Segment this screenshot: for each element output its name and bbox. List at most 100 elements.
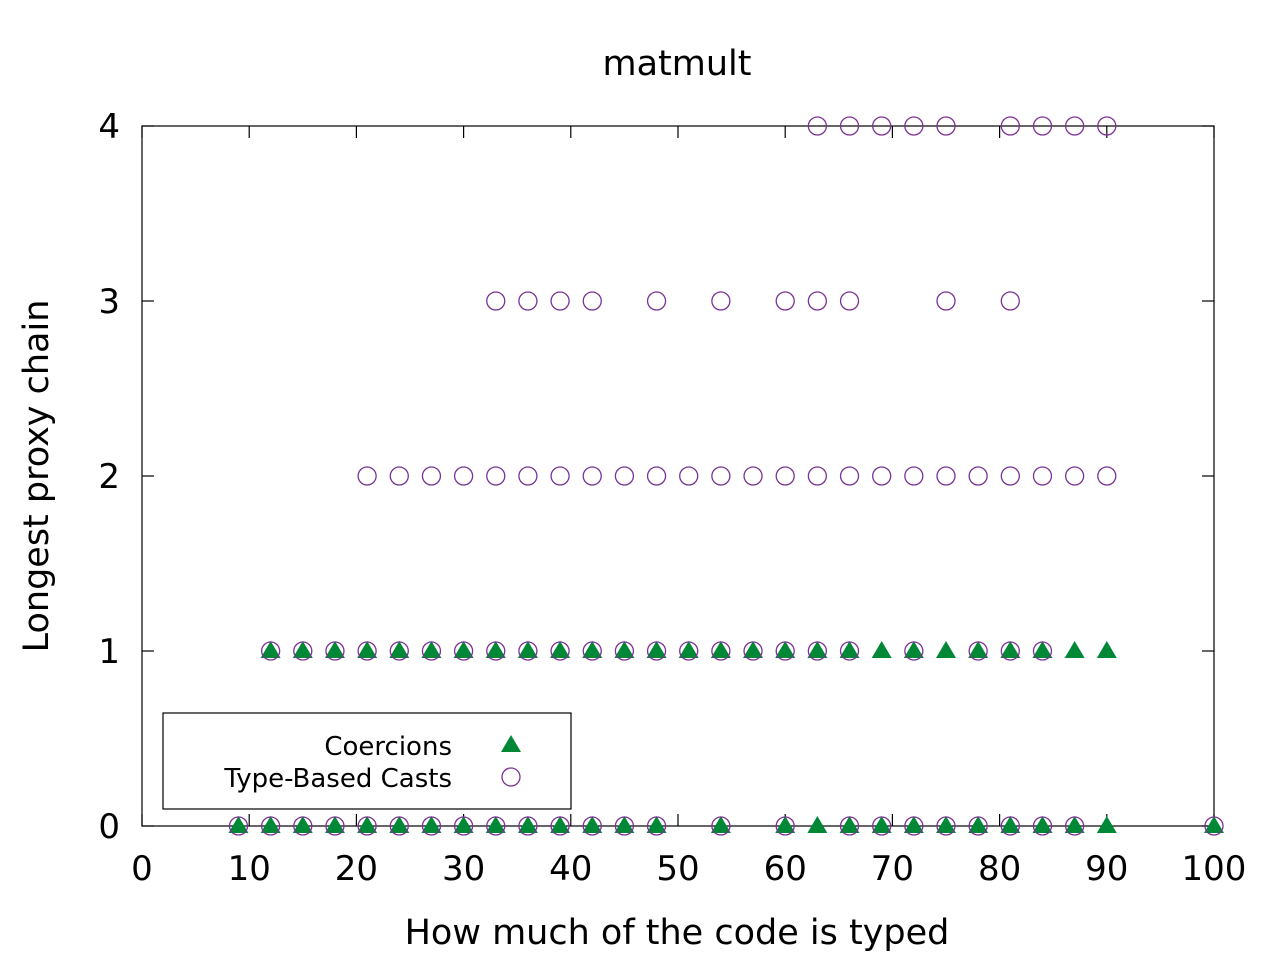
type-based-casts-point: [325, 641, 345, 661]
coercions-point: [903, 816, 924, 833]
type-based-casts-point: [486, 641, 506, 661]
type-based-casts-point: [421, 641, 442, 661]
type-based-casts-point: [904, 816, 924, 836]
x-tick-label: 60: [764, 849, 807, 889]
coercions-point: [936, 816, 956, 833]
legend-swatch-coercions: [501, 735, 521, 752]
type-based-casts-point: [453, 816, 474, 836]
y-axis-ticks: 0 1 2 3 4: [98, 107, 1214, 847]
type-based-casts-point: [743, 641, 763, 661]
y-tick-label: 3: [98, 282, 120, 322]
type-based-casts-point: [389, 641, 409, 661]
coercions-point: [903, 641, 924, 658]
coercions-point: [1064, 641, 1085, 658]
type-based-casts-point: [550, 816, 570, 836]
coercions-point: [1064, 816, 1085, 833]
coercions-point: [517, 816, 538, 833]
type-based-casts-point: [807, 466, 828, 486]
coercions-point: [582, 641, 603, 658]
type-based-casts-point: [872, 816, 892, 836]
y-tick-label: 0: [98, 807, 120, 847]
type-based-casts-point: [1064, 816, 1085, 836]
type-based-casts-point: [1097, 116, 1117, 136]
type-based-casts-point: [550, 291, 570, 311]
coercions-point: [968, 816, 989, 833]
type-based-casts-point: [325, 816, 345, 836]
coercions-point: [646, 816, 667, 833]
coercions-point: [968, 641, 989, 658]
type-based-casts-point: [582, 291, 602, 311]
legend-label-type-based-casts: Type-Based Casts: [223, 764, 452, 794]
coercions-point: [1096, 816, 1117, 833]
coercions-point: [389, 816, 410, 833]
type-based-casts-point: [904, 466, 924, 486]
type-based-casts-point: [839, 641, 860, 661]
coercions-point: [678, 641, 699, 658]
type-based-casts-point: [743, 466, 763, 486]
y-tick-label: 2: [98, 457, 120, 497]
type-based-casts-point: [1000, 291, 1020, 311]
type-based-casts-point: [260, 641, 281, 661]
type-based-casts-point: [486, 291, 506, 311]
coercions-point: [357, 816, 378, 833]
x-tick-label: 50: [656, 849, 699, 889]
x-tick-label: 80: [978, 849, 1021, 889]
type-based-casts-point: [646, 466, 667, 486]
type-based-casts-point: [357, 816, 377, 836]
coercions-point: [807, 816, 828, 833]
coercions-point: [485, 816, 506, 833]
type-based-casts-point: [486, 816, 506, 836]
legend-box: [162, 712, 572, 810]
type-based-casts-point: [518, 466, 538, 486]
type-based-casts-point: [872, 116, 892, 136]
type-based-casts-point: [679, 466, 699, 486]
coercions-point: [517, 641, 538, 658]
coercions-point: [421, 816, 442, 833]
x-tick-label: 40: [549, 849, 592, 889]
type-based-casts-point: [1204, 816, 1224, 836]
coercions-point: [389, 641, 410, 658]
coercions-point: [839, 641, 860, 658]
type-based-casts-point: [421, 466, 442, 486]
coercions-point: [1032, 816, 1053, 833]
type-based-casts-point: [936, 116, 956, 136]
coercions-point: [1096, 641, 1117, 658]
coercions-point: [1000, 641, 1021, 658]
coercions-point: [614, 641, 635, 658]
coercions-point: [292, 816, 313, 833]
y-tick-label: 4: [98, 107, 120, 147]
coercions-point: [421, 641, 442, 658]
coercions-point: [550, 641, 571, 658]
coercions-point: [646, 641, 667, 658]
type-based-casts-point: [389, 466, 409, 486]
type-based-casts-point: [550, 641, 570, 661]
type-based-casts-point: [839, 291, 860, 311]
legend-swatch-type-based-casts: [501, 767, 521, 787]
type-based-casts-point: [807, 641, 828, 661]
type-based-casts-point: [775, 291, 795, 311]
x-tick-label: 100: [1182, 849, 1247, 889]
type-based-casts-point: [904, 641, 924, 661]
data-points: [228, 116, 1224, 836]
type-based-casts-point: [582, 466, 602, 486]
coercions-point: [260, 816, 281, 833]
x-tick-label: 0: [131, 849, 153, 889]
type-based-casts-point: [293, 816, 313, 836]
type-based-casts-point: [1000, 816, 1020, 836]
coercions-point: [710, 816, 731, 833]
type-based-casts-point: [904, 116, 924, 136]
y-tick-label: 1: [98, 632, 120, 672]
type-based-casts-point: [936, 291, 956, 311]
type-based-casts-point: [1097, 466, 1117, 486]
type-based-casts-point: [1000, 116, 1020, 136]
type-based-casts-point: [775, 641, 795, 661]
coercions-point: [775, 641, 796, 658]
coercions-point: [775, 816, 796, 833]
type-based-casts-point: [968, 466, 988, 486]
coercions-point: [871, 641, 892, 658]
type-based-casts-point: [646, 816, 667, 836]
type-based-casts-point: [1032, 466, 1053, 486]
coercions-point: [1000, 816, 1021, 833]
type-based-casts-point: [775, 816, 795, 836]
